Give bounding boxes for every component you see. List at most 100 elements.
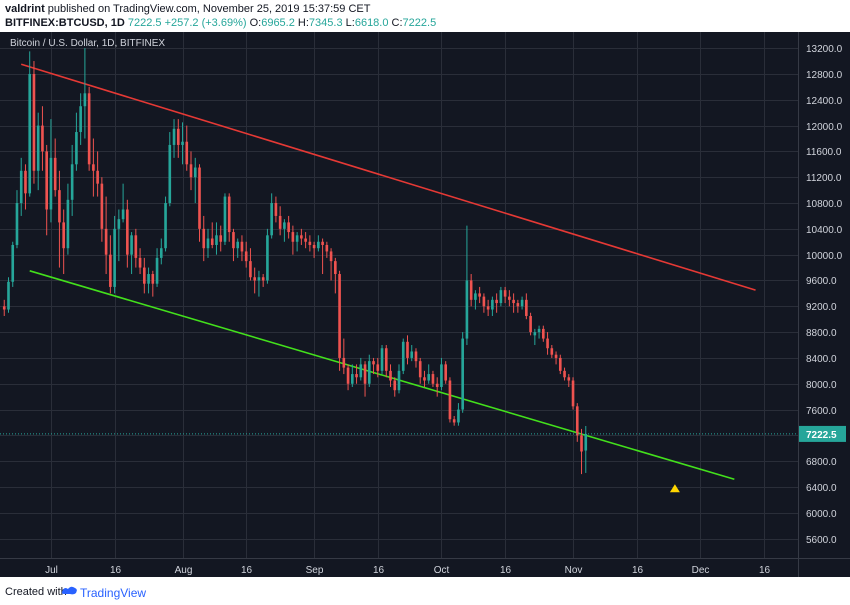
- price-tick-label: 8000.0: [806, 380, 837, 391]
- candle: [563, 367, 566, 381]
- price-tick-label: 12000.0: [806, 122, 843, 133]
- candle-body: [410, 351, 414, 358]
- time-tick-label: Oct: [434, 565, 450, 576]
- candle-body: [223, 196, 227, 242]
- candle-body: [554, 354, 558, 358]
- candle-body: [448, 380, 452, 420]
- candle-body: [482, 296, 486, 307]
- candle-body: [474, 293, 477, 300]
- candle: [287, 215, 290, 239]
- symbol-label: BITFINEX:BTCUSD, 1D: [5, 17, 125, 29]
- candle: [440, 357, 443, 391]
- candle-body: [317, 241, 320, 249]
- candles: [2, 48, 588, 475]
- candle: [329, 248, 333, 281]
- candle-body: [96, 170, 99, 184]
- candle-body: [571, 380, 575, 407]
- candle: [397, 364, 401, 394]
- candle-body: [334, 261, 337, 275]
- candle-body: [32, 73, 36, 171]
- candle-body: [575, 406, 579, 436]
- candle-body: [346, 367, 350, 384]
- candle-body: [533, 332, 537, 336]
- candle: [32, 61, 36, 184]
- candle: [431, 370, 435, 387]
- candle: [384, 345, 388, 378]
- candle: [401, 338, 405, 375]
- candle: [427, 364, 431, 384]
- candle-body: [427, 374, 431, 381]
- price-tick-label: 11200.0: [806, 173, 842, 184]
- candle: [350, 364, 354, 387]
- candlestick-chart[interactable]: 5600.06000.06400.06800.07200.07600.08000…: [0, 32, 850, 577]
- tradingview-logo-icon[interactable]: [60, 584, 78, 596]
- candle: [580, 428, 583, 475]
- candle: [15, 190, 19, 249]
- candle: [159, 238, 163, 265]
- candle-body: [189, 164, 193, 178]
- candle-body: [155, 257, 159, 284]
- candle-body: [300, 235, 303, 239]
- candle: [210, 222, 214, 249]
- candle: [240, 235, 244, 262]
- candle: [253, 267, 256, 294]
- candle-body: [53, 157, 57, 191]
- time-tick-label: Nov: [565, 565, 583, 576]
- candle-body: [172, 128, 176, 145]
- candle: [249, 248, 252, 281]
- price-axis[interactable]: [798, 32, 850, 577]
- candle: [448, 377, 452, 423]
- candle: [206, 228, 210, 258]
- time-axis[interactable]: [0, 558, 850, 577]
- candle-body: [113, 228, 116, 287]
- candle: [469, 274, 473, 307]
- candle-body: [181, 141, 184, 145]
- candle: [367, 354, 371, 387]
- chart-area[interactable]: 5600.06000.06400.06800.07200.07600.08000…: [0, 32, 850, 577]
- candle-body: [469, 280, 473, 300]
- candle-body: [397, 370, 401, 391]
- candle-body: [83, 93, 87, 107]
- candle-body: [546, 338, 549, 349]
- candle-body: [49, 157, 53, 210]
- candle-body: [147, 274, 150, 284]
- candle: [7, 277, 10, 313]
- candle-body: [503, 290, 507, 297]
- candle: [202, 215, 206, 262]
- candle-body: [104, 228, 108, 255]
- candle: [143, 257, 146, 294]
- chart-footer: Created with TradingView: [0, 577, 850, 605]
- tradingview-brand[interactable]: TradingView: [80, 586, 147, 600]
- candle: [75, 112, 78, 171]
- candle: [423, 370, 426, 387]
- candle-body: [461, 338, 464, 410]
- high-label: H:: [297, 17, 309, 29]
- time-tick-label: Sep: [306, 565, 324, 576]
- candle: [121, 183, 125, 223]
- candle-body: [28, 73, 32, 194]
- candle: [355, 364, 358, 384]
- candle-body: [215, 235, 218, 245]
- last-price-badge-bg: [799, 425, 846, 442]
- price-tick-label: 5600.0: [806, 535, 837, 546]
- author-name[interactable]: valdrint: [5, 3, 45, 15]
- candle: [79, 93, 82, 145]
- candle-body: [491, 299, 494, 310]
- candle: [317, 235, 320, 252]
- candle: [117, 209, 121, 262]
- last-price-badge-label: 7222.5: [806, 430, 837, 441]
- candle: [53, 138, 57, 197]
- candle: [295, 232, 299, 252]
- candle: [465, 225, 469, 346]
- candle-body: [109, 254, 112, 287]
- candle: [376, 357, 380, 378]
- candle-body: [295, 235, 299, 242]
- candle: [134, 228, 138, 268]
- candle-body: [274, 203, 278, 216]
- candle-body: [457, 409, 460, 423]
- price-tick-label: 9600.0: [806, 276, 837, 287]
- candle-body: [249, 261, 252, 278]
- candle-body: [45, 151, 49, 210]
- last-price-badge: 7222.5: [799, 425, 846, 442]
- candle: [244, 241, 248, 268]
